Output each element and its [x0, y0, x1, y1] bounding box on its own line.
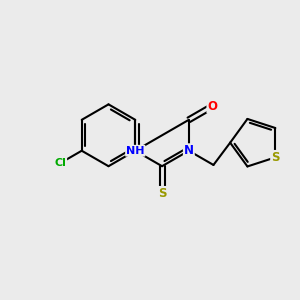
Text: N: N [184, 144, 194, 157]
Text: Cl: Cl [54, 158, 66, 168]
Text: NH: NH [126, 146, 145, 156]
Text: O: O [207, 100, 218, 113]
Text: S: S [158, 187, 166, 200]
Text: S: S [271, 151, 280, 164]
